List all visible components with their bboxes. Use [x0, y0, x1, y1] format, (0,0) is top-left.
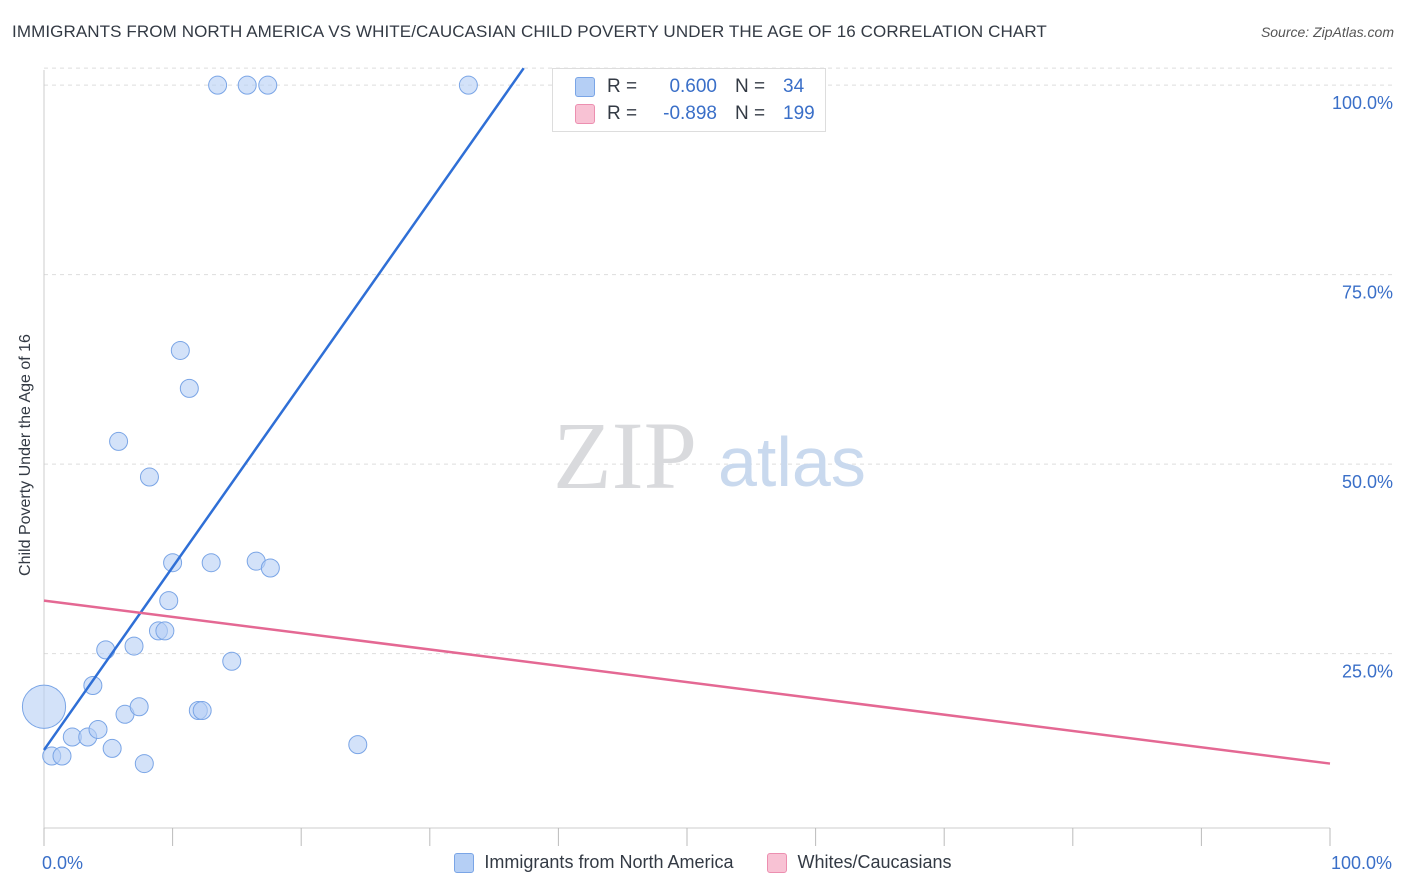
correlation-stats-box: R = 0.600 N = 34 R = -0.898 N = 199 [552, 68, 826, 132]
blue-point [21, 684, 67, 729]
blue-point [237, 75, 257, 95]
blue-point [201, 553, 221, 573]
blue-point [258, 75, 278, 95]
blue-r-value: 0.600 [669, 76, 717, 97]
y-axis-label: Child Poverty Under the Age of 16 [17, 334, 34, 576]
n-label: N = [735, 76, 766, 97]
blue-point [88, 719, 108, 739]
blue-trend-line [42, 67, 525, 751]
blue-point [159, 591, 179, 611]
trend-lines [42, 67, 1331, 765]
blue-n-value: 34 [783, 76, 805, 97]
blue-point [155, 621, 175, 641]
chart-title: IMMIGRANTS FROM NORTH AMERICA VS WHITE/C… [12, 22, 1047, 41]
blue-point [222, 651, 242, 671]
blue-swatch [575, 77, 595, 97]
r-label: R = [607, 103, 638, 124]
blue-point [179, 378, 199, 398]
blue-point [52, 746, 72, 766]
y-tick-label: 25.0% [1342, 662, 1393, 682]
blue-point [124, 636, 144, 656]
blue-point [134, 754, 154, 774]
n-label: N = [735, 103, 766, 124]
blue-point [102, 738, 122, 758]
pink-swatch [575, 104, 595, 124]
blue-point [348, 735, 368, 755]
blue-point [83, 675, 103, 695]
watermark-atlas: atlas [718, 423, 866, 501]
legend-item-immigrants[interactable]: Immigrants from North America [454, 852, 733, 873]
source-credit[interactable]: Source: ZipAtlas.com [1260, 24, 1394, 40]
r-label: R = [607, 76, 638, 97]
grid-lines [44, 67, 1392, 655]
legend-swatch-blue [454, 852, 475, 873]
blue-point [109, 431, 129, 451]
x-tick-label: 0.0% [42, 853, 83, 873]
blue-point [96, 640, 116, 660]
y-tick-label: 50.0% [1342, 472, 1393, 492]
y-tick-label: 75.0% [1342, 283, 1393, 303]
blue-point [458, 75, 478, 95]
blue-point [129, 697, 149, 717]
y-tick-label: 100.0% [1332, 93, 1393, 113]
stats-row-pink: R = -0.898 N = 199 [575, 101, 815, 127]
watermark: ZIP atlas [553, 402, 866, 509]
chart-legend: Immigrants from North America Whites/Cau… [0, 852, 1406, 873]
blue-point [163, 553, 183, 573]
tick-labels: 25.0% 50.0% 75.0% 100.0% 0.0% 100.0% [42, 93, 1393, 873]
pink-n-value: 199 [783, 103, 815, 124]
legend-label-whites: Whites/Caucasians [797, 852, 952, 872]
blue-point [139, 467, 159, 487]
legend-swatch-pink [767, 852, 788, 873]
x-tick-label: 100.0% [1331, 853, 1392, 873]
blue-point [260, 558, 280, 578]
pink-r-value: -0.898 [663, 103, 717, 124]
immigrants-points [21, 75, 478, 774]
stats-row-blue: R = 0.600 N = 34 [575, 74, 804, 100]
watermark-zip: ZIP [553, 402, 697, 509]
legend-label-immigrants: Immigrants from North America [484, 852, 734, 872]
pink-trend-line [43, 599, 1331, 765]
blue-point [192, 701, 212, 721]
blue-point [208, 75, 228, 95]
legend-item-whites[interactable]: Whites/Caucasians [767, 852, 952, 873]
blue-point [170, 340, 190, 360]
